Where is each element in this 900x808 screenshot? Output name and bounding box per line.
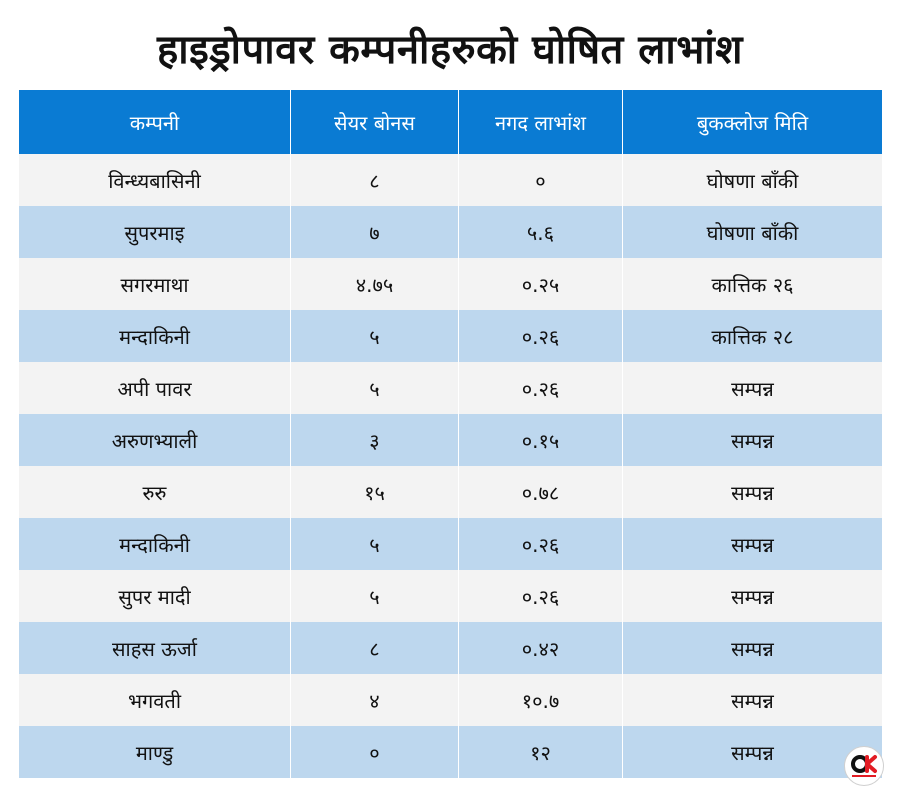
cell-company: रुरु [18,466,291,518]
cell-book-close-date: सम्पन्न [622,726,883,778]
cell-company: माण्डु [18,726,291,778]
cell-bonus-share: ७ [290,206,459,258]
table-header-row: कम्पनी सेयर बोनस नगद लाभांश बुकक्लोज मित… [18,90,883,154]
dividend-table: कम्पनी सेयर बोनस नगद लाभांश बुकक्लोज मित… [18,90,883,778]
table-row: भगवती ४ १०.७ सम्पन्न [18,674,883,726]
cell-bonus-share: ४ [290,674,459,726]
cell-bonus-share: ५ [290,570,459,622]
table-row: मन्दाकिनी ५ ०.२६ कात्तिक २८ [18,310,883,362]
table-row: विन्ध्यबासिनी ८ ० घोषणा बाँकी [18,154,883,206]
cell-company: मन्दाकिनी [18,310,291,362]
cell-bonus-share: १५ [290,466,459,518]
column-header-cash-dividend: नगद लाभांश [458,90,623,154]
column-header-book-close-date: बुकक्लोज मिति [622,90,883,154]
cell-book-close-date: सम्पन्न [622,622,883,674]
table-row: अपी पावर ५ ०.२६ सम्पन्न [18,362,883,414]
table-row: मन्दाकिनी ५ ०.२६ सम्पन्न [18,518,883,570]
column-header-bonus-share: सेयर बोनस [290,90,459,154]
cell-bonus-share: ८ [290,622,459,674]
cell-cash-dividend: ०.२६ [458,310,623,362]
table-row: रुरु १५ ०.७८ सम्पन्न [18,466,883,518]
cell-cash-dividend: ०.१५ [458,414,623,466]
cell-book-close-date: कात्तिक २६ [622,258,883,310]
logo-mark [851,755,877,777]
cell-cash-dividend: ५.६ [458,206,623,258]
cell-book-close-date: सम्पन्न [622,362,883,414]
cell-company: अरुणभ्याली [18,414,291,466]
table-row: अरुणभ्याली ३ ०.१५ सम्पन्न [18,414,883,466]
cell-cash-dividend: १२ [458,726,623,778]
cell-cash-dividend: ० [458,154,623,206]
table-row: साहस ऊर्जा ८ ०.४२ सम्पन्न [18,622,883,674]
cell-book-close-date: सम्पन्न [622,518,883,570]
cell-bonus-share: ३ [290,414,459,466]
cell-bonus-share: ८ [290,154,459,206]
cell-book-close-date: घोषणा बाँकी [622,154,883,206]
cell-company: सुपर मादी [18,570,291,622]
cell-cash-dividend: ०.२६ [458,362,623,414]
table-row: सुपर मादी ५ ०.२६ सम्पन्न [18,570,883,622]
cell-company: विन्ध्यबासिनी [18,154,291,206]
cell-cash-dividend: ०.७८ [458,466,623,518]
table-row: सुपरमाइ ७ ५.६ घोषणा बाँकी [18,206,883,258]
table-row: सगरमाथा ४.७५ ०.२५ कात्तिक २६ [18,258,883,310]
cell-cash-dividend: ०.२५ [458,258,623,310]
cell-company: भगवती [18,674,291,726]
cell-cash-dividend: ०.२६ [458,570,623,622]
cell-bonus-share: ५ [290,362,459,414]
cell-book-close-date: कात्तिक २८ [622,310,883,362]
cell-company: साहस ऊर्जा [18,622,291,674]
page-title: हाइड्रोपावर कम्पनीहरुको घोषित लाभांश [157,27,743,73]
cell-bonus-share: ५ [290,310,459,362]
cell-cash-dividend: ०.२६ [458,518,623,570]
cell-book-close-date: घोषणा बाँकी [622,206,883,258]
cell-company: अपी पावर [18,362,291,414]
cell-book-close-date: सम्पन्न [622,570,883,622]
cell-cash-dividend: ०.४२ [458,622,623,674]
cell-cash-dividend: १०.७ [458,674,623,726]
onlinekhabar-logo-icon [844,746,884,786]
column-header-company: कम्पनी [18,90,291,154]
cell-company: मन्दाकिनी [18,518,291,570]
cell-book-close-date: सम्पन्न [622,674,883,726]
cell-bonus-share: ० [290,726,459,778]
cell-book-close-date: सम्पन्न [622,466,883,518]
cell-bonus-share: ४.७५ [290,258,459,310]
table-row: माण्डु ० १२ सम्पन्न [18,726,883,778]
cell-bonus-share: ५ [290,518,459,570]
table-body: विन्ध्यबासिनी ८ ० घोषणा बाँकी सुपरमाइ ७ ५.६ घोष… [18,154,883,778]
cell-company: सुपरमाइ [18,206,291,258]
cell-book-close-date: सम्पन्न [622,414,883,466]
cell-company: सगरमाथा [18,258,291,310]
